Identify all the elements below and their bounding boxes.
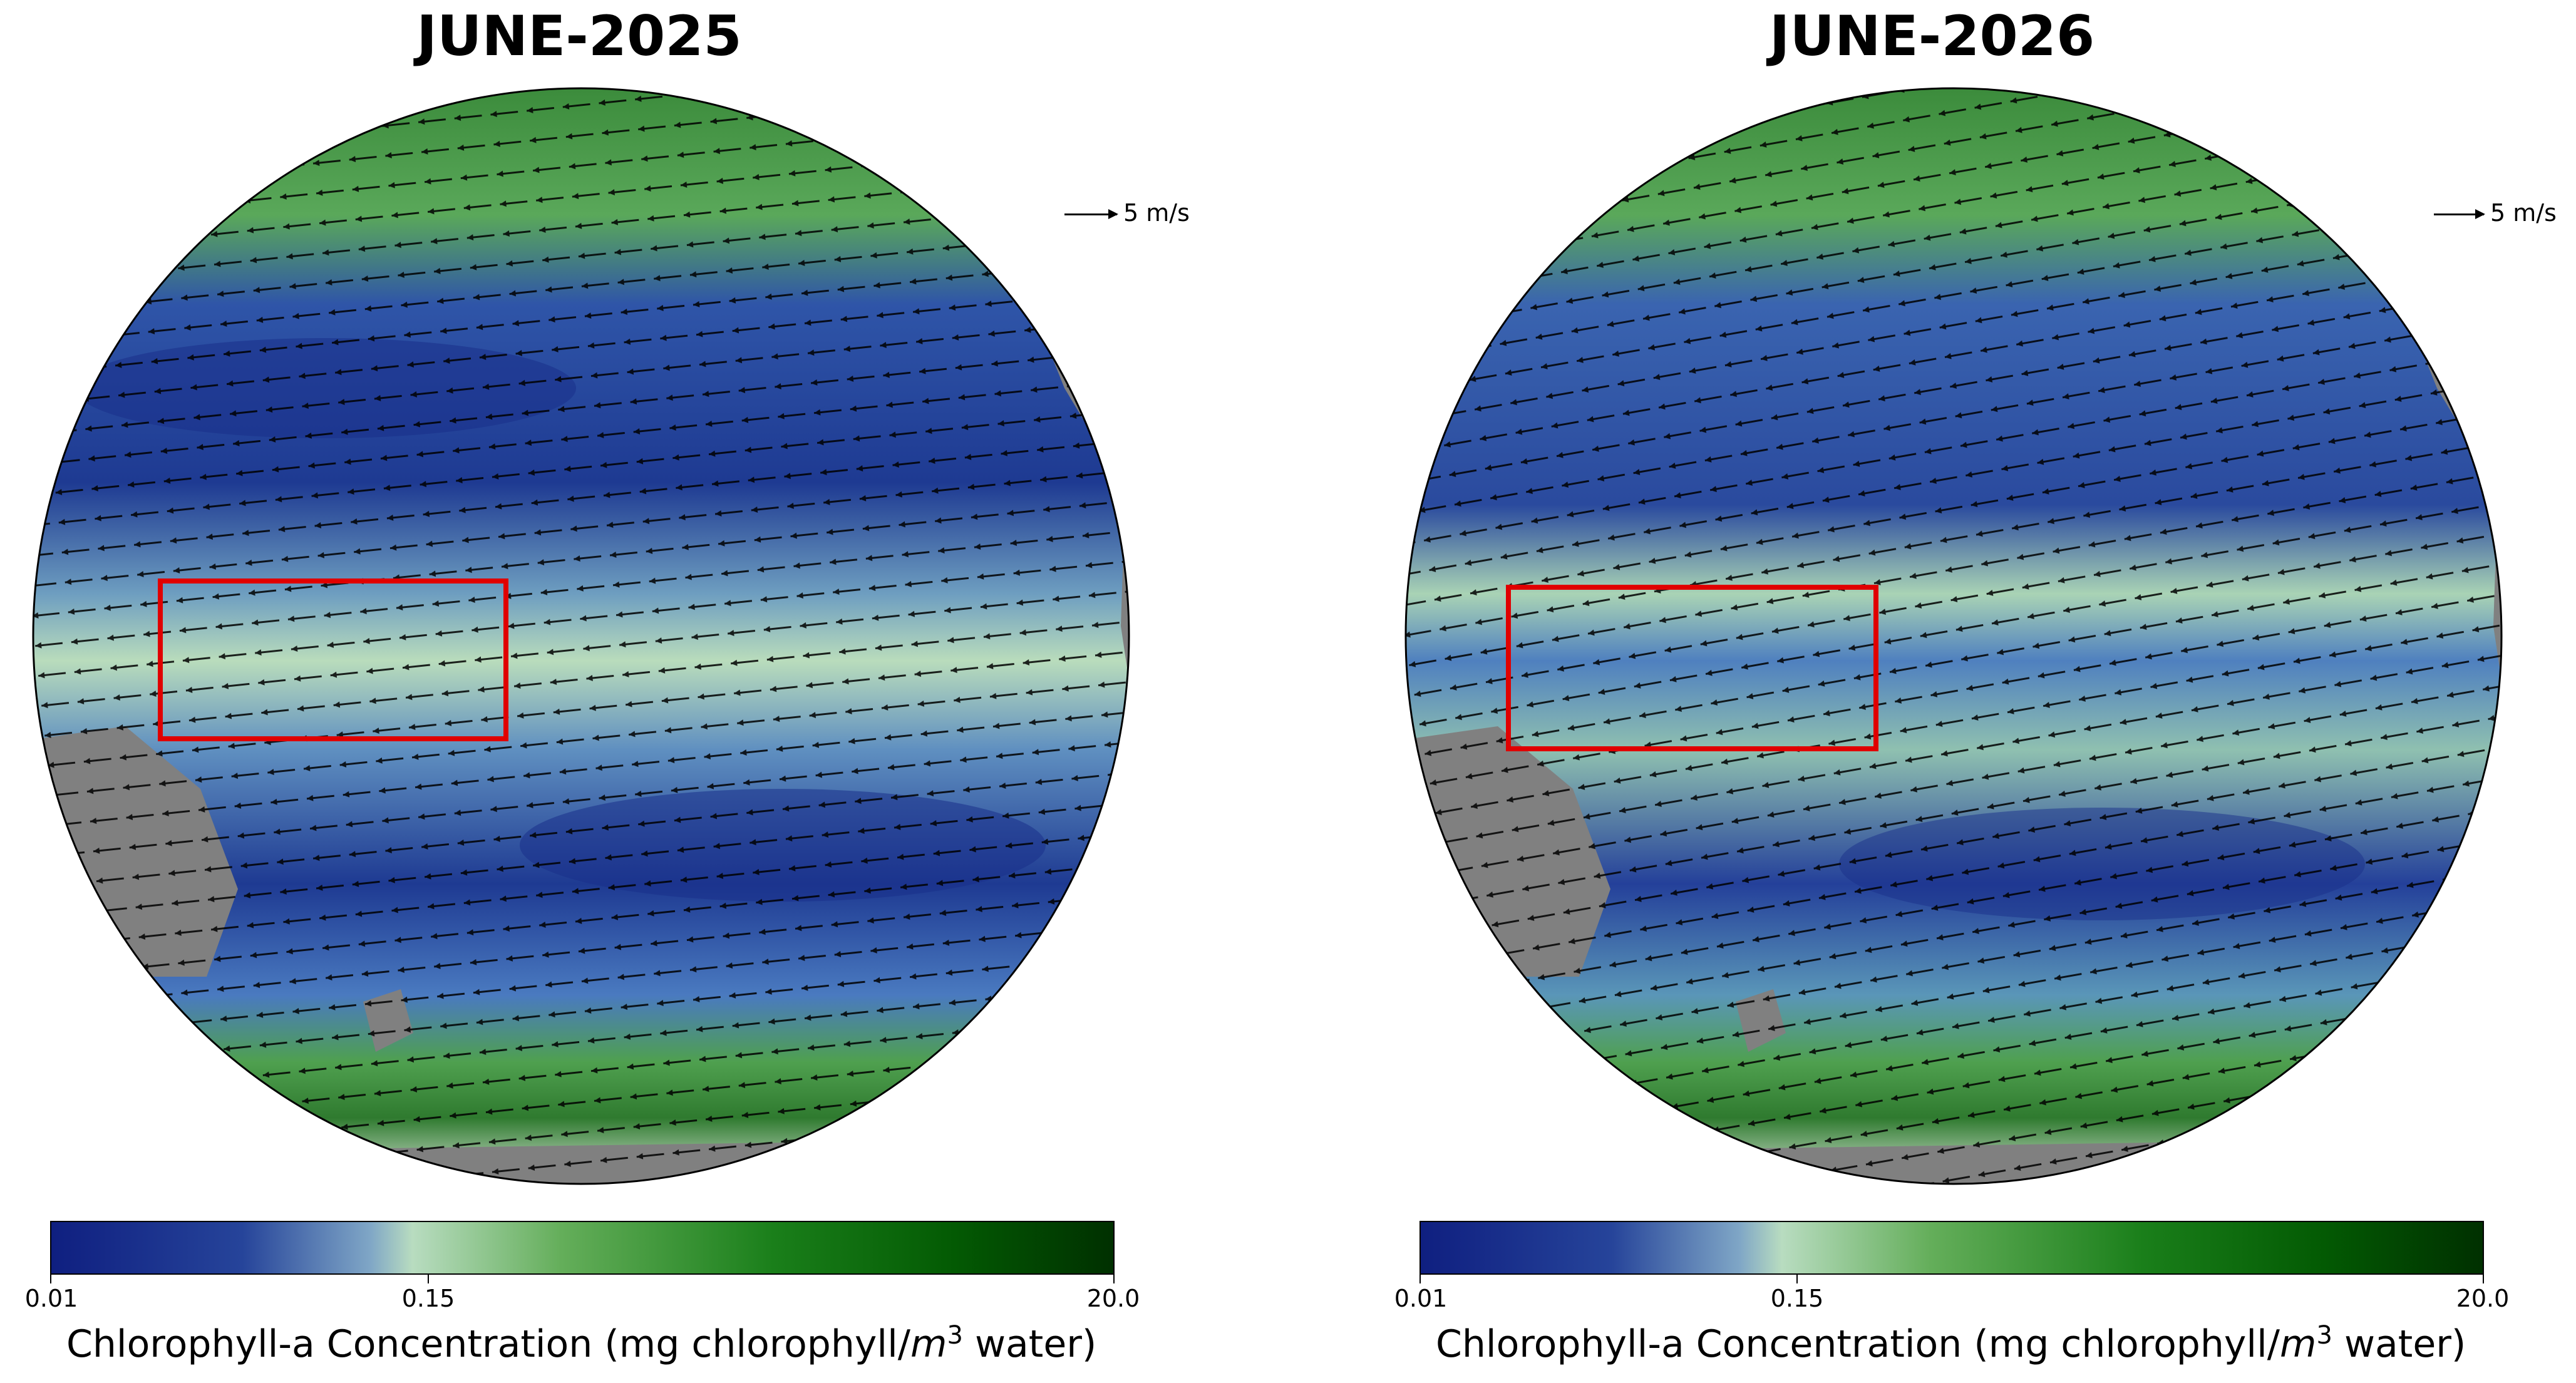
globe-content: [33, 88, 1129, 1184]
reference-arrow: 5 m/s: [1064, 199, 1190, 227]
region-box: [1506, 585, 1878, 751]
panel-june-2026: JUNE-2026: [1288, 0, 2576, 1383]
reference-arrow: 5 m/s: [2434, 199, 2557, 227]
colorbar-tick-min: 0.01: [24, 1285, 78, 1312]
colorbar-label: Chlorophyll-a Concentration (mg chloroph…: [1436, 1321, 2466, 1366]
colorbar-label: Chlorophyll-a Concentration (mg chloroph…: [66, 1321, 1097, 1366]
panel-june-2025: JUNE-2025: [24, 4, 1190, 1366]
colorbar-tick-mid: 0.15: [401, 1285, 455, 1312]
reference-arrow-icon: [2434, 209, 2485, 219]
wind-vectors: [33, 88, 1129, 1184]
globe-map: [1404, 87, 2503, 1185]
tick-mark: [1419, 1275, 1421, 1283]
tick-mark: [50, 1275, 51, 1283]
globe-content: [1406, 88, 2501, 1184]
colorbar-tick-max: 20.0: [2456, 1285, 2510, 1312]
tick-mark: [1796, 1275, 1798, 1283]
globe-map: [32, 87, 1130, 1185]
panel-title: JUNE-2026: [1769, 4, 2095, 68]
wind-vectors: [1406, 88, 2501, 1184]
colorbar: [50, 1221, 1115, 1275]
tick-mark: [1113, 1275, 1115, 1283]
tick-mark: [428, 1275, 429, 1283]
colorbar-tick-min: 0.01: [1394, 1285, 1448, 1312]
globe-outline: [1404, 87, 2503, 1185]
reference-arrow-label: 5 m/s: [2490, 199, 2557, 227]
reference-arrow-icon: [1064, 209, 1118, 219]
panel-title: JUNE-2025: [416, 4, 742, 68]
region-box: [158, 578, 508, 741]
colorbar-tick-max: 20.0: [1086, 1285, 1140, 1312]
colorbar-tick-mid: 0.15: [1770, 1285, 1824, 1312]
tick-mark: [2483, 1275, 2484, 1283]
colorbar: [1419, 1221, 2484, 1275]
reference-arrow-label: 5 m/s: [1123, 199, 1190, 227]
globe-outline: [32, 87, 1130, 1185]
